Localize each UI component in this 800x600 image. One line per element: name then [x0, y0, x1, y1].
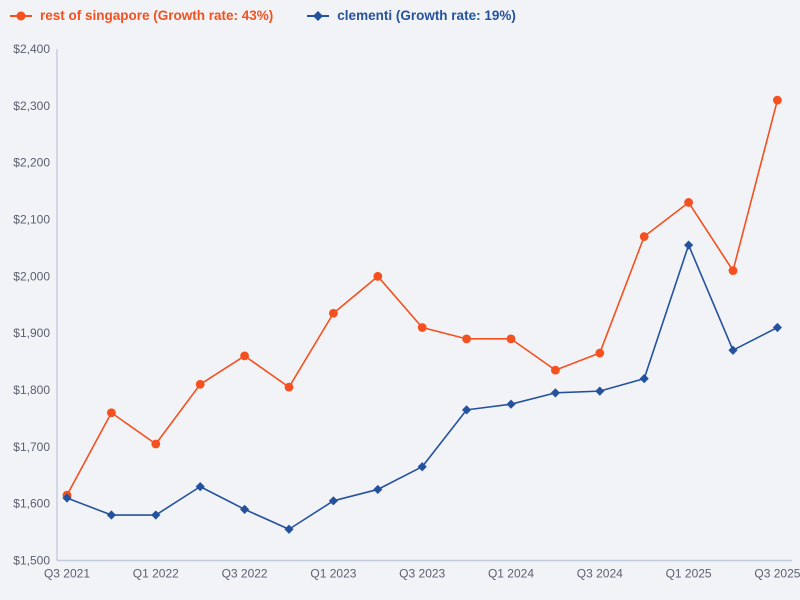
data-point-clementi: [595, 386, 605, 396]
data-point-rest-of-singapore: [284, 382, 294, 392]
data-point-clementi: [62, 493, 72, 503]
x-axis-tick-label: Q3 2021: [44, 567, 90, 581]
y-axis-tick-label: $1,500: [13, 554, 50, 568]
data-point-clementi: [462, 405, 472, 415]
x-axis-tick-label: Q3 2022: [222, 567, 268, 581]
data-point-rest-of-singapore: [728, 266, 738, 276]
data-point-rest-of-singapore: [417, 323, 427, 332]
data-point-rest-of-singapore: [639, 232, 649, 241]
data-point-rest-of-singapore: [684, 198, 693, 207]
data-point-rest-of-singapore: [373, 271, 383, 281]
data-point-clementi: [506, 399, 516, 409]
y-axis-tick-label: $1,800: [13, 383, 50, 397]
x-axis-tick-label: Q3 2025: [754, 567, 800, 581]
x-axis-tick-label: Q1 2022: [133, 567, 179, 581]
data-point-clementi: [195, 482, 205, 492]
data-point-clementi: [284, 524, 294, 534]
legend-item-clementi[interactable]: clementi (Growth rate: 19%): [307, 8, 516, 23]
data-point-rest-of-singapore: [329, 308, 338, 318]
data-point-clementi: [772, 322, 782, 333]
x-axis-tick-label: Q1 2024: [488, 567, 534, 581]
data-point-clementi: [684, 240, 694, 250]
data-point-clementi: [639, 374, 649, 384]
legend-label-clementi: clementi (Growth rate: 19%): [337, 8, 516, 23]
y-axis-tick-label: $2,200: [13, 156, 50, 170]
y-axis-tick-label: $1,600: [13, 497, 50, 511]
legend-label-rest-of-singapore: rest of singapore (Growth rate: 43%): [40, 8, 274, 23]
x-axis-tick-label: Q1 2025: [666, 567, 712, 581]
data-point-rest-of-singapore: [240, 351, 250, 361]
x-axis-tick-label: Q1 2023: [310, 567, 356, 581]
data-point-rest-of-singapore: [773, 95, 782, 105]
data-point-clementi: [417, 462, 427, 472]
data-point-rest-of-singapore: [595, 348, 605, 358]
y-axis-tick-label: $1,900: [13, 326, 50, 340]
data-point-clementi: [328, 496, 338, 506]
data-point-rest-of-singapore: [551, 365, 560, 375]
x-axis-tick-label: Q3 2023: [399, 567, 445, 581]
data-point-clementi: [728, 345, 738, 355]
data-point-rest-of-singapore: [506, 334, 516, 344]
data-point-rest-of-singapore: [195, 379, 205, 389]
data-point-clementi: [240, 504, 250, 514]
data-point-rest-of-singapore: [462, 334, 471, 344]
y-axis-tick-label: $2,400: [13, 42, 50, 56]
diamond-marker-icon: [307, 10, 330, 22]
y-axis-tick-label: $2,000: [13, 269, 50, 283]
circle-marker-icon: [10, 10, 32, 22]
y-axis-tick-label: $2,100: [13, 213, 50, 227]
legend: rest of singapore (Growth rate: 43%) cle…: [10, 8, 516, 23]
data-point-clementi: [106, 510, 116, 520]
data-point-rest-of-singapore: [151, 439, 161, 449]
y-axis-tick-label: $2,300: [13, 99, 50, 113]
series-line-clementi: [66, 244, 779, 531]
x-axis-tick-label: Q3 2024: [577, 567, 623, 581]
y-axis-tick-label: $1,700: [13, 440, 50, 454]
legend-item-rest-of-singapore[interactable]: rest of singapore (Growth rate: 43%): [10, 8, 273, 23]
data-point-rest-of-singapore: [107, 408, 116, 418]
data-point-clementi: [151, 510, 161, 520]
data-point-clementi: [550, 388, 560, 398]
data-point-clementi: [373, 484, 383, 495]
